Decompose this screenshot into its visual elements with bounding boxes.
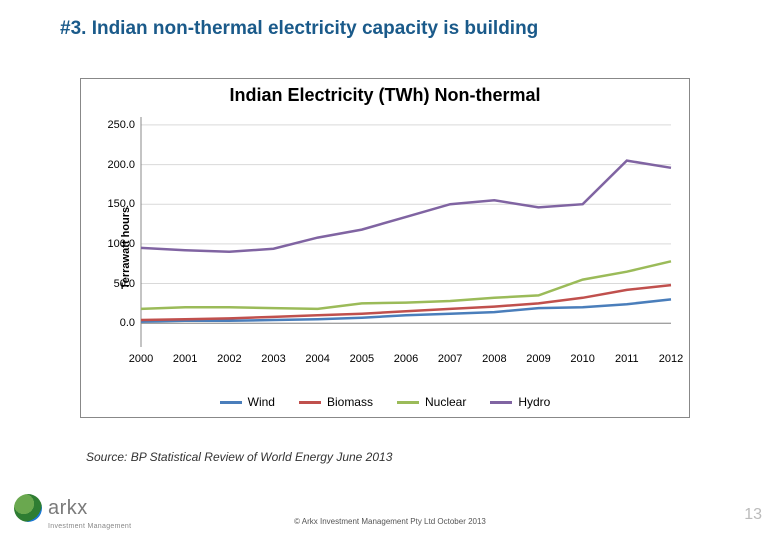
- source-citation: Source: BP Statistical Review of World E…: [86, 450, 392, 464]
- y-tick-label: 100.0: [107, 238, 135, 250]
- x-tick-label: 2006: [394, 353, 418, 365]
- chart-legend: Wind Biomass Nuclear Hydro: [81, 395, 689, 409]
- x-tick-label: 2002: [217, 353, 241, 365]
- series-hydro: [141, 161, 671, 252]
- y-tick-label: 0.0: [120, 317, 135, 329]
- series-nuclear: [141, 261, 671, 309]
- x-tick-label: 2009: [526, 353, 550, 365]
- x-tick-label: 2004: [305, 353, 329, 365]
- x-tick-label: 2001: [173, 353, 197, 365]
- legend-item-wind: Wind: [220, 395, 275, 409]
- legend-swatch: [490, 401, 512, 404]
- x-tick-label: 2000: [129, 353, 153, 365]
- legend-label: Nuclear: [425, 395, 466, 409]
- legend-item-nuclear: Nuclear: [397, 395, 466, 409]
- copyright-text: © Arkx Investment Management Pty Ltd Oct…: [0, 517, 780, 526]
- legend-item-biomass: Biomass: [299, 395, 373, 409]
- y-tick-label: 150.0: [107, 198, 135, 210]
- x-tick-label: 2011: [615, 353, 639, 365]
- x-tick-label: 2012: [659, 353, 683, 365]
- legend-swatch: [397, 401, 419, 404]
- legend-item-hydro: Hydro: [490, 395, 550, 409]
- legend-label: Hydro: [518, 395, 550, 409]
- x-tick-label: 2010: [570, 353, 594, 365]
- legend-label: Wind: [248, 395, 275, 409]
- page-number: 13: [744, 506, 762, 524]
- x-tick-label: 2008: [482, 353, 506, 365]
- plot-region: 0.050.0100.0150.0200.0250.02000200120022…: [141, 117, 671, 347]
- x-tick-label: 2007: [438, 353, 462, 365]
- slide-title: #3. Indian non-thermal electricity capac…: [60, 18, 740, 40]
- chart-title: Indian Electricity (TWh) Non-thermal: [81, 79, 689, 106]
- chart-container: Indian Electricity (TWh) Non-thermal Ter…: [80, 78, 690, 418]
- y-tick-label: 200.0: [107, 159, 135, 171]
- y-tick-label: 50.0: [114, 278, 135, 290]
- legend-label: Biomass: [327, 395, 373, 409]
- chart-svg: [141, 117, 671, 347]
- x-tick-label: 2005: [350, 353, 374, 365]
- x-tick-label: 2003: [261, 353, 285, 365]
- legend-swatch: [220, 401, 242, 404]
- y-tick-label: 250.0: [107, 119, 135, 131]
- legend-swatch: [299, 401, 321, 404]
